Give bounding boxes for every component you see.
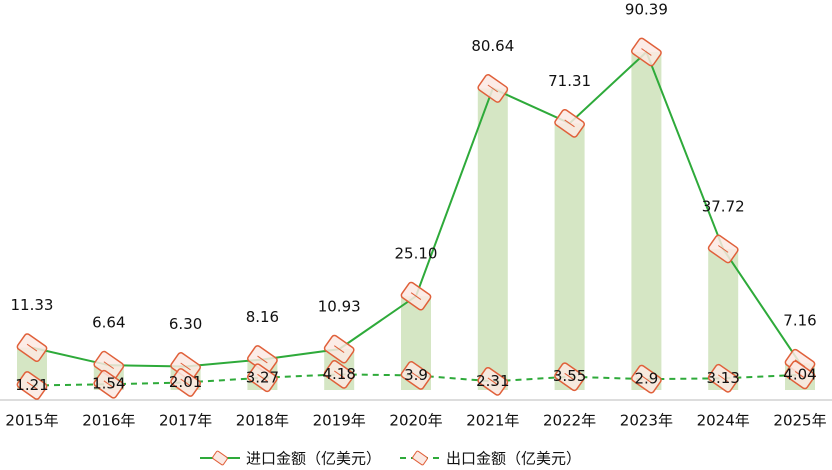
marker <box>554 362 585 392</box>
x-tick-label: 2017年 <box>159 412 212 430</box>
series-line <box>31 373 801 387</box>
marker <box>707 234 739 264</box>
x-tick-label: 2016年 <box>82 412 135 430</box>
value-label: 2.31 <box>476 372 509 390</box>
x-tick-label: 2022年 <box>543 412 596 430</box>
value-label: 10.93 <box>318 298 361 316</box>
marker <box>323 359 355 389</box>
marker-stripe <box>257 373 268 382</box>
marker-stripe <box>641 48 652 56</box>
value-label: 3.27 <box>246 368 279 386</box>
value-label: 3.9 <box>404 366 428 384</box>
marker <box>93 369 125 399</box>
bar <box>554 123 585 390</box>
marker <box>170 368 201 397</box>
bar <box>477 88 508 390</box>
value-label: 1.54 <box>92 375 125 393</box>
marker <box>400 281 432 311</box>
bar <box>631 52 662 390</box>
marker <box>247 363 278 393</box>
marker-stripe <box>333 345 345 353</box>
marker <box>784 360 816 390</box>
marker <box>631 364 662 394</box>
legend-label: 出口金额（亿美元） <box>446 450 581 468</box>
value-label: 80.64 <box>471 37 514 55</box>
x-tick-label: 2025年 <box>773 412 826 430</box>
marker <box>400 361 432 390</box>
value-label: 2.9 <box>634 370 658 388</box>
marker <box>554 108 585 138</box>
value-label: 11.33 <box>11 296 54 314</box>
marker-stripe <box>26 343 38 352</box>
value-label: 37.72 <box>702 197 745 215</box>
marker-stripe <box>487 377 499 386</box>
value-label: 7.16 <box>783 312 816 330</box>
marker-stripe <box>26 381 38 390</box>
value-label: 71.31 <box>548 72 591 90</box>
marker-stripe <box>180 362 191 371</box>
legend-marker <box>212 450 228 466</box>
marker <box>707 363 739 393</box>
marker-stripe <box>564 119 575 128</box>
marker-stripe <box>717 245 729 253</box>
x-tick-label: 2015年 <box>5 412 58 430</box>
legend-label: 进口金额（亿美元） <box>246 450 381 468</box>
marker <box>16 333 48 363</box>
marker-stripe <box>103 361 115 370</box>
value-label: 3.13 <box>706 369 739 387</box>
marker-stripe <box>641 375 652 384</box>
marker <box>477 74 509 103</box>
value-label: 3.55 <box>553 367 586 385</box>
marker-stripe <box>717 374 729 383</box>
marker-stripe <box>103 380 115 389</box>
marker-stripe <box>794 371 806 379</box>
marker <box>477 366 509 396</box>
value-label: 6.30 <box>169 315 202 333</box>
x-tick-label: 2021年 <box>466 412 519 430</box>
marker <box>323 334 355 364</box>
legend-marker <box>412 450 428 466</box>
x-tick-label: 2020年 <box>389 412 442 430</box>
legend-marker-shape <box>412 450 428 466</box>
marker-stripe <box>333 370 345 379</box>
x-tick-label: 2023年 <box>620 412 673 430</box>
marker-stripe <box>257 355 268 364</box>
value-label: 8.16 <box>246 308 279 326</box>
x-tick-label: 2024年 <box>697 412 750 430</box>
x-tick-label: 2018年 <box>236 412 289 430</box>
marker-stripe <box>180 378 191 387</box>
marker-stripe <box>564 372 575 381</box>
x-tick-label: 2019年 <box>313 412 366 430</box>
marker-stripe <box>410 371 422 380</box>
value-label: 2.01 <box>169 373 202 391</box>
marker <box>16 371 48 400</box>
legend-marker-shape <box>212 450 228 466</box>
value-label: 90.39 <box>625 1 668 19</box>
value-label: 1.21 <box>15 376 48 394</box>
value-label: 25.10 <box>395 245 438 263</box>
marker-stripe <box>410 292 422 300</box>
marker <box>631 37 662 67</box>
value-label: 4.18 <box>322 365 355 383</box>
value-label: 4.04 <box>783 365 816 383</box>
marker-stripe <box>487 84 499 93</box>
value-label: 6.64 <box>92 314 125 332</box>
